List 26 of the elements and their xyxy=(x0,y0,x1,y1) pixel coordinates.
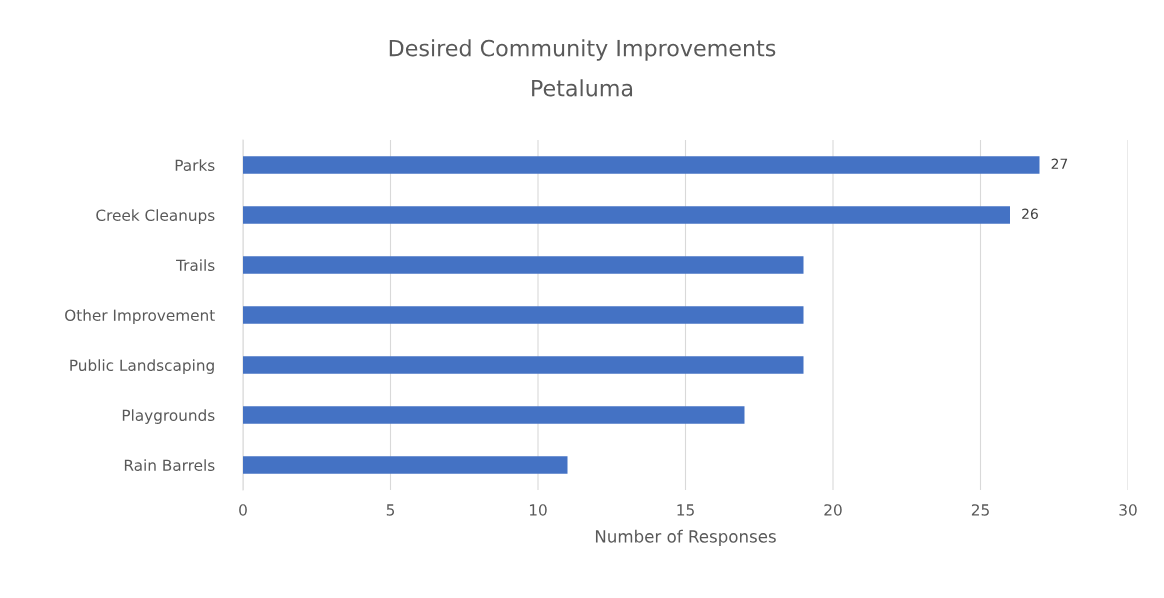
y-tick-label: Parks xyxy=(175,159,215,172)
x-tick-label: 20 xyxy=(824,504,842,516)
chart-subtitle: Petaluma xyxy=(532,79,633,97)
data-label: 27 xyxy=(1051,158,1068,169)
y-tick-label: Public Landscaping xyxy=(70,359,214,374)
x-tick-label: 10 xyxy=(529,504,547,516)
bar xyxy=(243,306,804,324)
y-tick-label: Other Improvement xyxy=(65,309,215,324)
bar xyxy=(243,456,568,474)
chart-title: Desired Community Improvements xyxy=(389,39,776,61)
y-tick-label: Playgrounds xyxy=(122,409,215,424)
bar xyxy=(243,206,1010,224)
y-tick-label: Trails xyxy=(176,259,215,272)
bar xyxy=(243,256,804,274)
x-tick-label: 25 xyxy=(971,504,989,516)
bar xyxy=(243,406,745,424)
y-tick-label: Rain Barrels xyxy=(124,459,215,472)
bar xyxy=(243,356,804,374)
x-tick-label: 30 xyxy=(1119,504,1137,516)
x-tick-label: 15 xyxy=(677,504,694,516)
data-label: 26 xyxy=(1022,208,1038,220)
x-axis-title: Number of Responses xyxy=(595,529,776,546)
x-tick-label: 5 xyxy=(386,504,395,516)
y-tick-label: Creek Cleanups xyxy=(96,209,215,224)
x-tick-label: 0 xyxy=(239,504,247,516)
bar xyxy=(243,156,1040,174)
